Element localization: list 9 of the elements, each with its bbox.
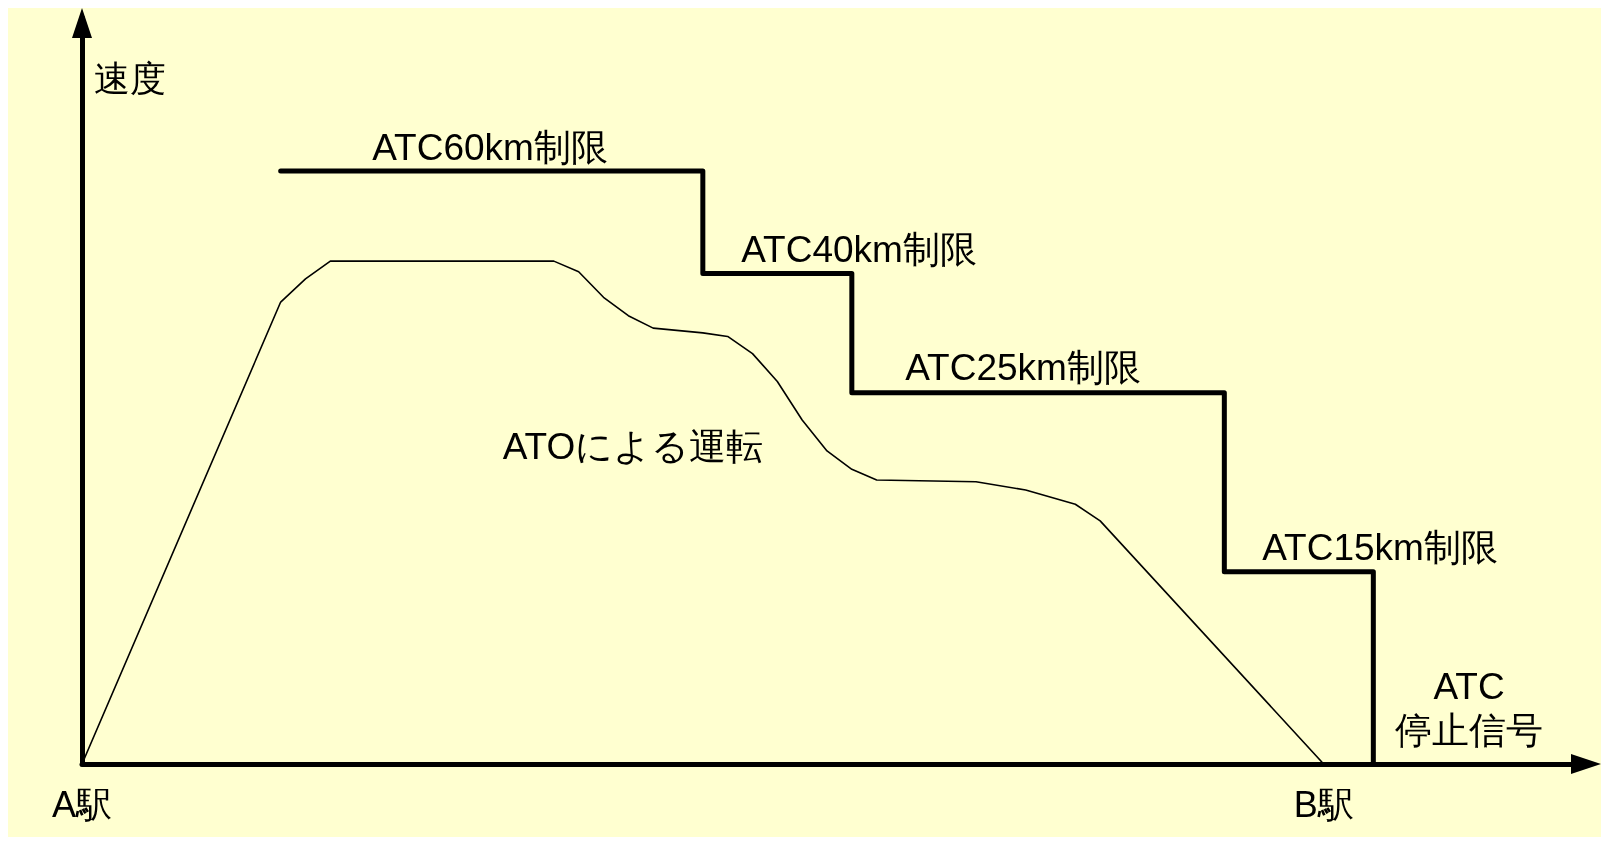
x-tick-label: A駅 — [51, 783, 113, 825]
x-tick-label: B駅 — [1293, 783, 1354, 825]
annotation: ATC25km制限 — [905, 346, 1141, 388]
annotation: ATC40km制限 — [741, 228, 977, 270]
y-axis-title: 速度 — [94, 57, 166, 99]
annotation: ATC15km制限 — [1262, 526, 1498, 568]
annotation: ATC 停止信号 — [1395, 665, 1543, 751]
annotation: ATOによる運転 — [502, 425, 764, 467]
text: ATC60km制限 — [372, 126, 608, 168]
